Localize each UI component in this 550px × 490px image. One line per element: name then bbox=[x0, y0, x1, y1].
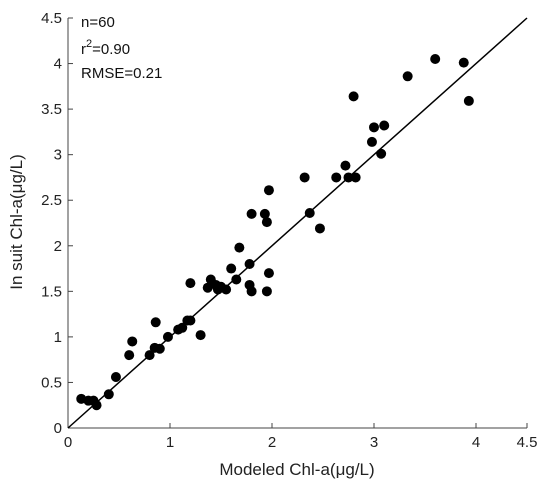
data-point bbox=[314, 223, 325, 234]
y-tick-label: 3.5 bbox=[41, 101, 62, 118]
data-point bbox=[458, 57, 469, 68]
x-tick-label: 0 bbox=[64, 434, 72, 451]
rmse-label: RMSE=0.21 bbox=[81, 65, 162, 82]
data-point bbox=[348, 91, 359, 102]
n-label: n=60 bbox=[81, 14, 115, 31]
r2-value: =0.90 bbox=[92, 41, 130, 58]
data-point bbox=[263, 268, 274, 279]
data-point bbox=[226, 263, 237, 274]
data-point bbox=[402, 71, 413, 82]
data-point bbox=[185, 278, 196, 289]
data-point bbox=[246, 286, 257, 297]
one-to-one-line bbox=[67, 17, 528, 429]
data-point bbox=[369, 122, 379, 133]
y-axis-title: In suit Chl-a(μg/L) bbox=[7, 154, 26, 289]
data-point bbox=[263, 185, 274, 196]
data-point bbox=[195, 330, 206, 341]
y-tick-label: 0 bbox=[54, 420, 62, 437]
y-tick-label: 1.5 bbox=[41, 283, 62, 300]
x-tick-label: 4 bbox=[472, 434, 480, 451]
y-tick-label: 1 bbox=[54, 329, 62, 346]
data-point bbox=[376, 148, 387, 159]
r2-exponent: 2 bbox=[86, 38, 92, 50]
data-point bbox=[162, 331, 173, 342]
y-tick-label: 4.5 bbox=[41, 10, 62, 27]
x-axis-title: Modeled Chl-a(μg/L) bbox=[219, 460, 374, 479]
x-tick-label: 3 bbox=[370, 434, 378, 451]
x-tick-label: 4.5 bbox=[517, 434, 538, 451]
data-point bbox=[244, 259, 255, 269]
data-point bbox=[144, 350, 155, 361]
data-point bbox=[110, 371, 121, 382]
data-point bbox=[299, 172, 310, 183]
x-tick-label: 1 bbox=[166, 434, 174, 451]
data-point bbox=[430, 54, 441, 64]
data-point bbox=[366, 136, 377, 147]
data-point bbox=[185, 315, 196, 326]
data-point bbox=[127, 336, 138, 347]
x-ticks: 0 1 2 3 4 4.5 bbox=[64, 423, 538, 451]
data-point bbox=[234, 242, 245, 253]
data-point bbox=[261, 217, 272, 228]
data-point bbox=[350, 172, 361, 183]
data-point bbox=[259, 208, 270, 219]
data-point bbox=[304, 207, 315, 218]
data-point bbox=[177, 322, 188, 333]
data-point bbox=[150, 317, 161, 328]
x-tick-label: 2 bbox=[268, 434, 276, 451]
data-point bbox=[124, 350, 135, 361]
data-point bbox=[231, 274, 242, 285]
data-point bbox=[379, 120, 390, 131]
y-tick-label: 2.5 bbox=[41, 192, 62, 209]
data-point bbox=[340, 160, 351, 171]
data-point bbox=[221, 284, 232, 295]
data-point bbox=[91, 400, 102, 411]
data-point bbox=[331, 172, 342, 183]
y-tick-label: 2 bbox=[54, 238, 62, 255]
data-point bbox=[202, 282, 213, 293]
data-point bbox=[463, 95, 474, 106]
y-ticks: 0 0.5 1 1.5 2 2.5 3 3.5 4 4.5 bbox=[41, 10, 73, 437]
data-point bbox=[246, 208, 257, 219]
r2-label: r2=0.90 bbox=[81, 38, 130, 58]
data-point bbox=[103, 389, 114, 400]
data-point bbox=[154, 343, 165, 354]
y-tick-label: 3 bbox=[54, 147, 62, 164]
axes bbox=[67, 18, 527, 429]
data-point bbox=[343, 172, 354, 183]
y-tick-label: 0.5 bbox=[41, 374, 62, 391]
y-tick-label: 4 bbox=[54, 56, 62, 73]
data-points bbox=[76, 54, 474, 411]
data-point bbox=[261, 286, 272, 297]
r2-base: r bbox=[81, 41, 86, 58]
